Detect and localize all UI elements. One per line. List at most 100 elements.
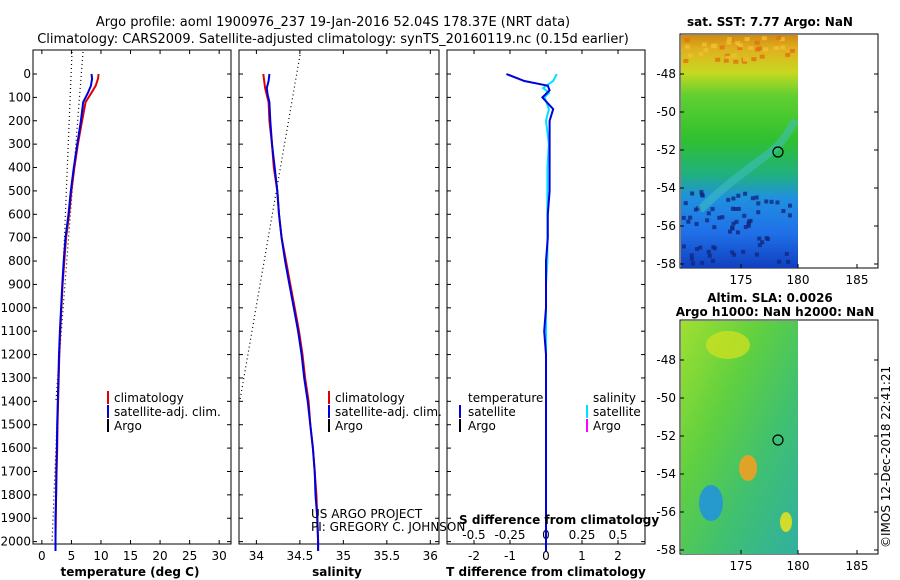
- s-difference-axis-label: S difference from climatology: [459, 513, 659, 527]
- sst-map-pixel: [744, 37, 750, 42]
- sst-map-pixel: [756, 201, 761, 206]
- sst-map-pixel: [754, 252, 759, 257]
- depth-tick-label: 800: [8, 254, 31, 268]
- temperature-satellite-line: [54, 73, 94, 551]
- x-tick-label: 25: [182, 549, 197, 563]
- difference-legend-salinity: salinity satellite Argo: [586, 391, 641, 433]
- sst-map-pixel: [698, 51, 704, 56]
- sla-map-yellow-band: [706, 331, 750, 359]
- sst-map-pixel: [706, 249, 711, 254]
- x-tick-label: 36: [423, 549, 438, 563]
- sst-map-pixel: [717, 215, 722, 220]
- sst-map-pixel: [730, 250, 735, 255]
- legend-label-climatology: climatology: [335, 391, 405, 405]
- argo-location-marker-2: [772, 434, 784, 446]
- sst-map-pixel: [683, 201, 688, 206]
- depth-tick-label: 300: [8, 137, 31, 151]
- legend-label-argo: Argo: [335, 419, 363, 433]
- x-tick-label: -1: [504, 549, 516, 563]
- figure-title-line2: Climatology: CARS2009. Satellite-adjuste…: [37, 32, 629, 47]
- sst-map-pixel: [761, 36, 767, 41]
- sst-map-pixel: [720, 215, 725, 220]
- sst-map-pixel: [742, 57, 748, 62]
- depth-tick-label: 500: [8, 184, 31, 198]
- sst-map-pixel: [712, 43, 718, 48]
- sst-map-pixel: [737, 46, 743, 51]
- sst-map-pixel: [775, 200, 780, 205]
- sst-map-pixel: [779, 37, 785, 42]
- imos-stamp: ©IMOS 12-Dec-2018 22:41:21: [879, 366, 893, 548]
- sst-map-pixel: [756, 210, 761, 215]
- sst-map-pixel: [711, 245, 716, 250]
- x-tick-label: 0: [38, 549, 46, 563]
- map-y-tick-label: -58: [656, 543, 676, 557]
- map-x-tick-label: 175: [730, 273, 753, 287]
- sst-map-pixel: [789, 48, 795, 53]
- x-tick-label: 1: [578, 549, 586, 563]
- depth-tick-label: 0: [23, 67, 31, 81]
- sst-map-pixel: [687, 53, 693, 58]
- sst-map-pixel: [706, 211, 711, 216]
- sst-map-pixel: [757, 236, 762, 241]
- sst-map-pixel: [736, 206, 741, 211]
- sst-map-pixel: [732, 252, 737, 257]
- sst-map-pixel: [686, 219, 691, 224]
- x-tick-label: 20: [152, 549, 167, 563]
- depth-tick-label: 1600: [0, 441, 31, 455]
- figure-title-line1: Argo profile: aoml 1900976_237 19-Jan-20…: [96, 15, 570, 30]
- x-tick-label: 5: [68, 549, 76, 563]
- map-y-tick-label: -48: [656, 353, 676, 367]
- sst-map-pixel: [738, 43, 744, 48]
- sst-map-cold-filament: [697, 118, 799, 213]
- sst-map-pixel: [742, 213, 747, 218]
- sst-map-pixel: [764, 236, 769, 241]
- sst-map-pixel: [748, 218, 753, 223]
- sst-map-pixel: [786, 259, 791, 264]
- sst-map-title: sat. SST: 7.77 Argo: NaN: [687, 15, 853, 29]
- map-y-tick-label: -58: [656, 257, 676, 271]
- sst-map-pixel: [769, 199, 774, 204]
- sst-map-pixel: [733, 206, 738, 211]
- sst-map-pixel: [751, 57, 757, 62]
- map-x-tick-label: 185: [846, 559, 869, 573]
- temperature-axis-label: temperature (deg C): [61, 565, 200, 579]
- s-diff-tick-label: 0.25: [569, 528, 596, 542]
- map-y-tick-label: -54: [656, 467, 676, 481]
- sst-map-pixel: [736, 193, 741, 198]
- salinity-legend: climatology satellite-adj. clim. Argo: [328, 391, 442, 433]
- depth-tick-label: 1800: [0, 488, 31, 502]
- map-x-tick-label: 185: [846, 273, 869, 287]
- sst-map-pixel: [710, 207, 715, 212]
- sst-map-pixel: [781, 209, 786, 214]
- map-y-tick-label: -52: [656, 143, 676, 157]
- sst-map-pixel: [723, 58, 729, 63]
- map-y-tick-label: -54: [656, 181, 676, 195]
- credit-project: US ARGO PROJECT: [311, 507, 423, 521]
- sst-map-pixel: [726, 40, 732, 45]
- depth-tick-label: 2000: [0, 535, 31, 549]
- difference-legend-temperature: temperature satellite Argo: [459, 391, 543, 433]
- map-y-tick-label: -52: [656, 429, 676, 443]
- legend-heading-temperature: temperature: [468, 391, 543, 405]
- sst-map-pixel: [750, 196, 755, 201]
- sst-map-pixel: [719, 45, 725, 50]
- sst-map-pixel: [764, 199, 769, 204]
- legend-label-t-satellite: satellite: [468, 405, 516, 419]
- x-tick-label: 34: [249, 549, 264, 563]
- sst-map-pixel: [788, 203, 793, 208]
- depth-tick-label: 700: [8, 231, 31, 245]
- x-tick-label: 10: [93, 549, 108, 563]
- sst-map-pixel: [731, 196, 736, 201]
- sst-map-pixel: [683, 58, 689, 63]
- x-tick-label: 35: [336, 549, 351, 563]
- sla-map-high-eddy-2: [780, 512, 792, 532]
- depth-tick-label: 200: [8, 114, 31, 128]
- x-tick-label: 0: [542, 549, 550, 563]
- salinity-panel-frame: [238, 49, 440, 545]
- sst-map-pixel: [773, 46, 779, 51]
- map-y-tick-label: -56: [656, 505, 676, 519]
- s-diff-tick-label: -0.25: [494, 528, 525, 542]
- map-y-tick-label: -50: [656, 391, 676, 405]
- temperature-panel-frame: [32, 49, 232, 545]
